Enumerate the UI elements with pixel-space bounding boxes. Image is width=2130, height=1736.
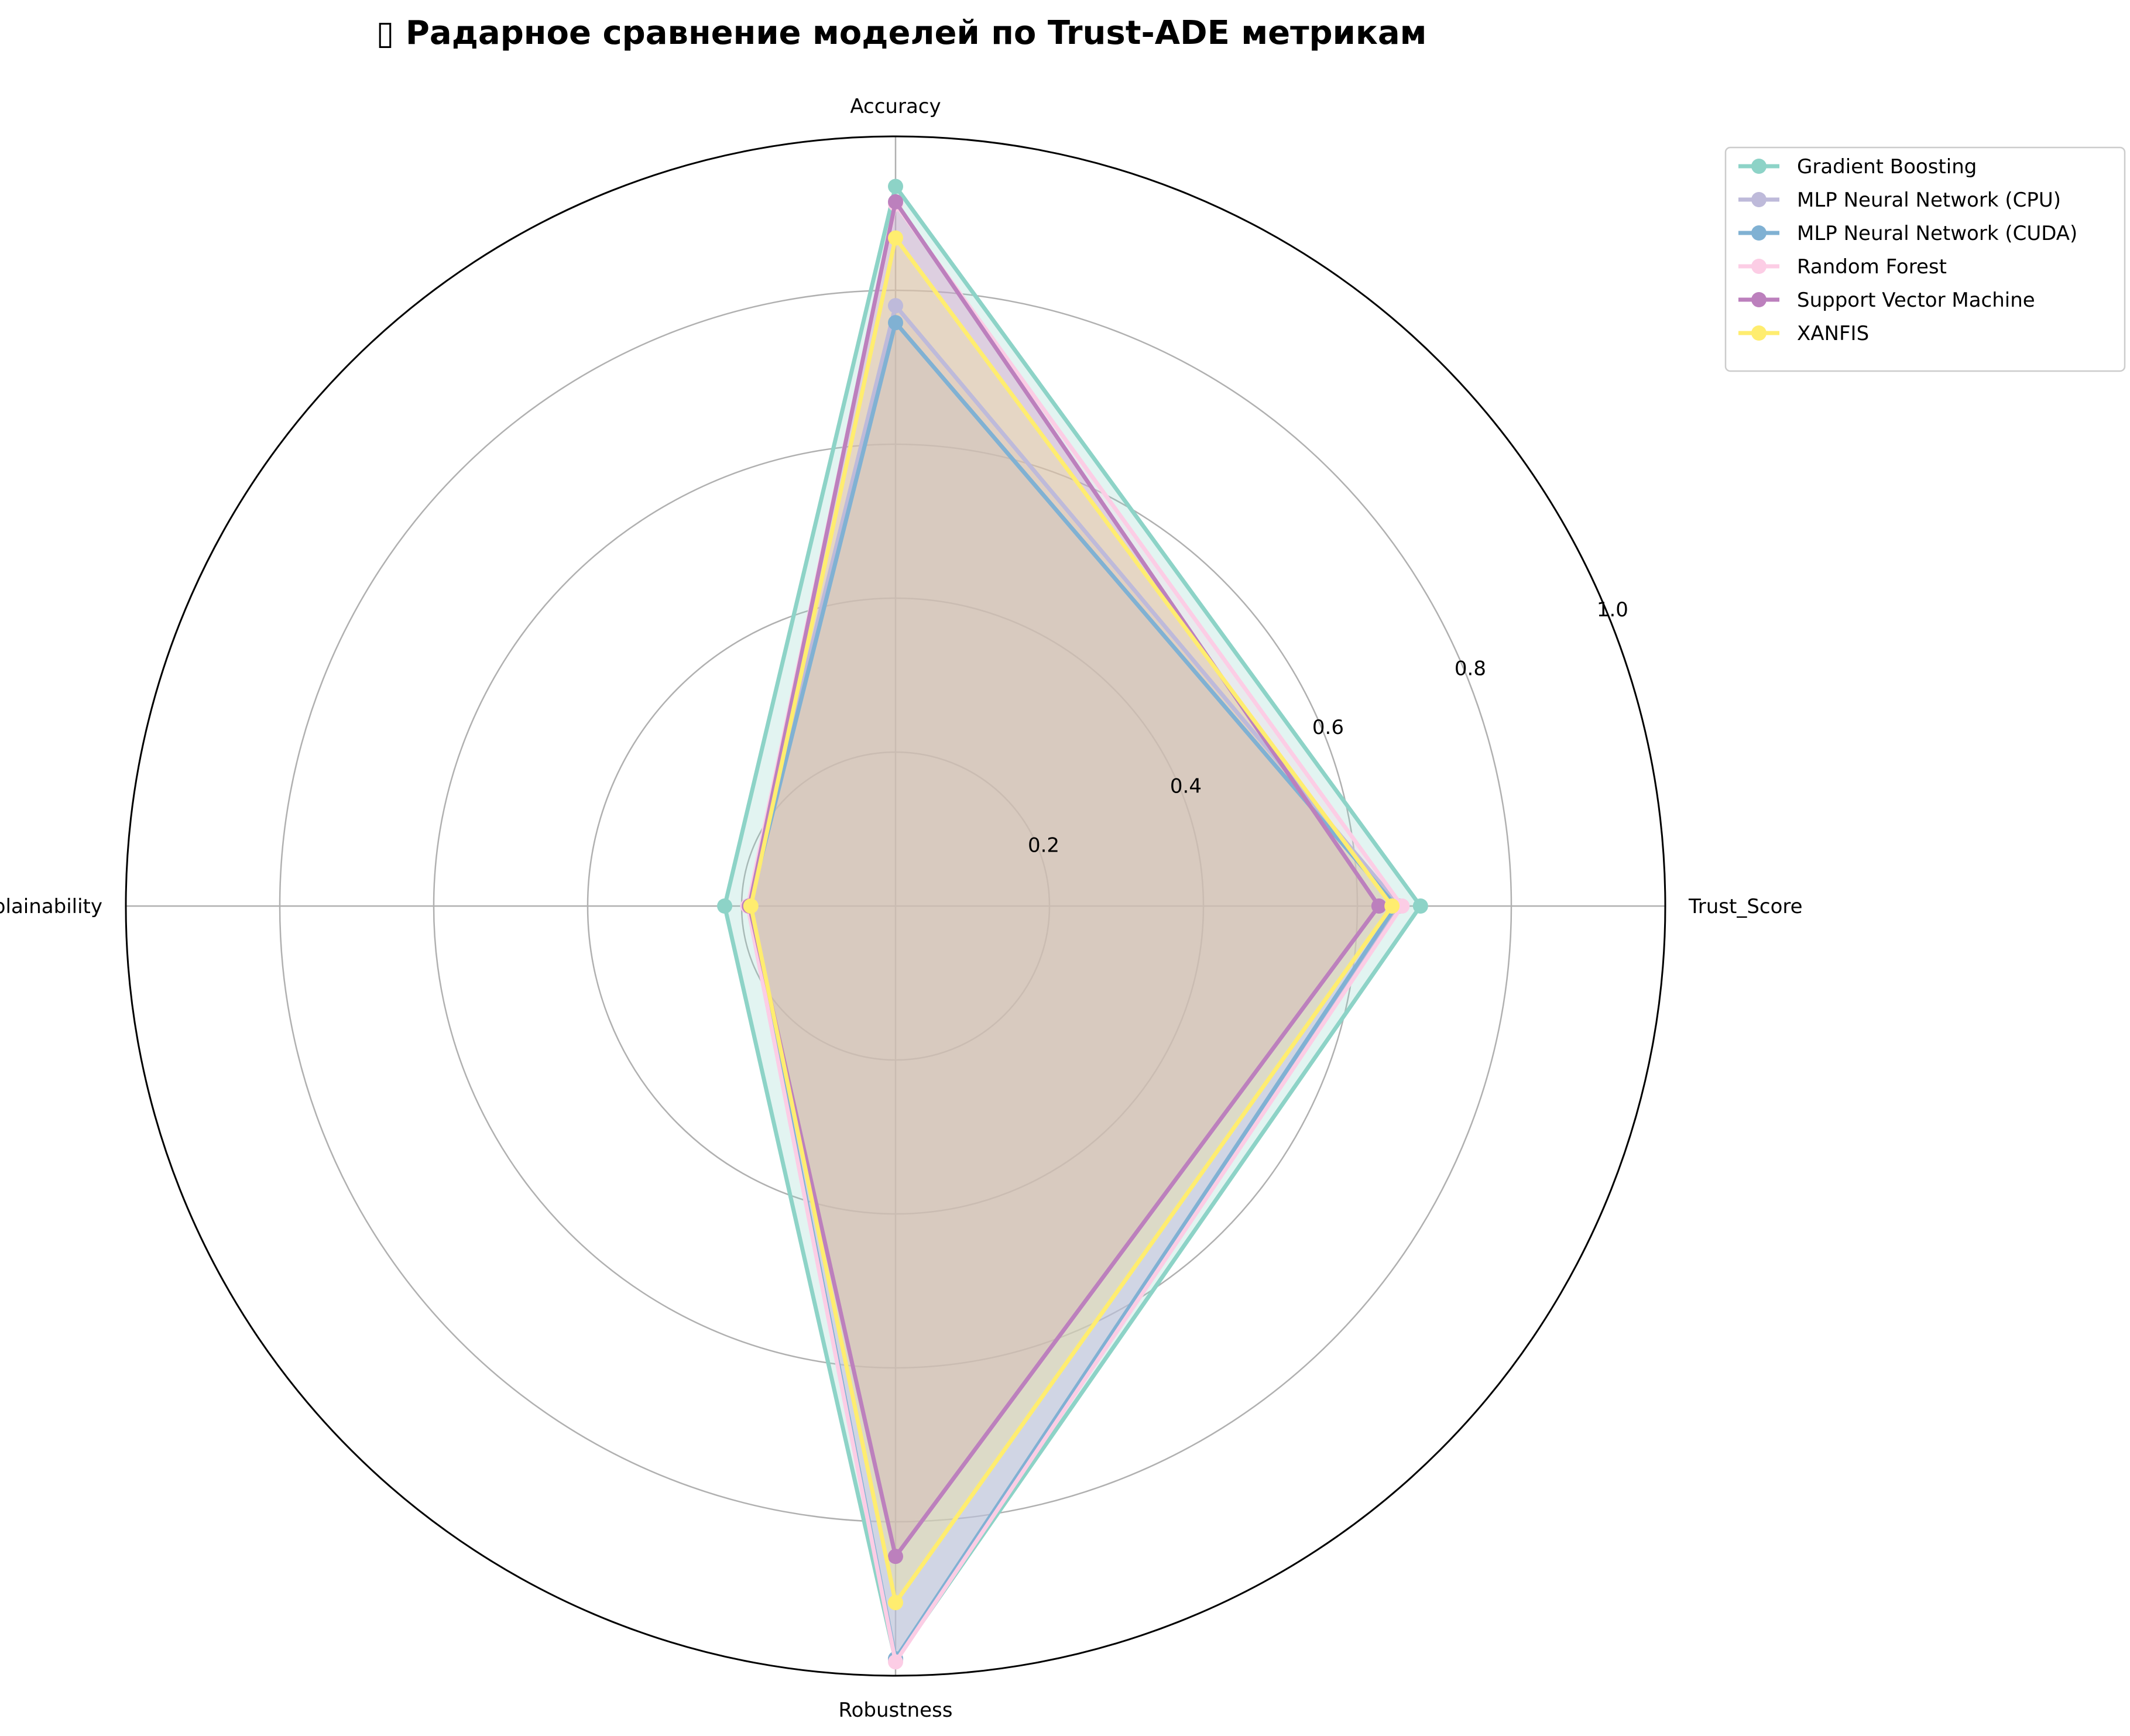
radar-series [717, 179, 1428, 1670]
legend-item-gradient-boosting: Gradient Boosting [1738, 155, 1977, 179]
series-fill-gradient-boosting [725, 186, 1421, 1660]
chart-title: ▯ Радарное сравнение моделей по Trust-AD… [376, 14, 1427, 52]
legend-item-mlp-neural-network-cuda: MLP Neural Network (CUDA) [1738, 222, 2077, 245]
legend-label: Random Forest [1797, 255, 1947, 279]
legend-label: Support Vector Machine [1797, 289, 2035, 312]
legend-swatch-marker [1751, 292, 1767, 307]
series-fill-mlp-neural-network-cpu [747, 306, 1400, 1659]
axis-labels: Accuracy Trust_Score Robustness Explainabil… [0, 95, 1803, 1722]
series-fill-random-forest [747, 204, 1402, 1662]
series-fill-xanfis [750, 238, 1392, 1603]
legend-item-mlp-neural-network-cpu: MLP Neural Network (CPU) [1738, 188, 2061, 212]
legend-label: MLP Neural Network (CPU) [1797, 188, 2061, 212]
polar-frame [125, 135, 1666, 1677]
legend-label: MLP Neural Network (CUDA) [1797, 222, 2077, 245]
axis-label-trust-score: Trust_Score [1688, 895, 1803, 918]
legend-item-support-vector-machine: Support Vector Machine [1738, 289, 2035, 312]
point-support-vector-machine-accuracy [888, 194, 903, 210]
radial-tick-labels: 0.2 0.4 0.6 0.8 1.0 [1028, 598, 1628, 857]
point-xanfis-accuracy [888, 230, 903, 246]
point-xanfis-robustness [888, 1595, 903, 1611]
legend-swatch-marker [1751, 225, 1767, 241]
legend-label: Gradient Boosting [1797, 155, 1977, 179]
point-mlp-neural-network-cpu-accuracy [888, 298, 903, 314]
point-gradient-boosting-explainability [717, 898, 733, 914]
point-random-forest-robustness [888, 1654, 903, 1670]
series-fill-support-vector-machine [749, 201, 1379, 1557]
point-support-vector-machine-robustness [888, 1549, 903, 1565]
point-support-vector-machine-trust-score [1371, 898, 1387, 914]
axis-label-robustness: Robustness [839, 1699, 953, 1722]
r-tick-label-3: 0.8 [1455, 657, 1486, 680]
series-fill-mlp-neural-network-cuda [749, 323, 1396, 1659]
point-mlp-neural-network-cuda-accuracy [888, 315, 903, 331]
legend-swatch-marker [1751, 325, 1767, 341]
legend-item-xanfis: XANFIS [1738, 322, 1869, 345]
point-xanfis-trust-score [1384, 898, 1400, 914]
legend: Gradient Boosting MLP Neural Network (CPU… [1724, 146, 2126, 372]
legend-label: XANFIS [1797, 322, 1869, 345]
point-gradient-boosting-accuracy [888, 179, 903, 194]
axis-label-accuracy: Accuracy [850, 95, 941, 118]
r-tick-label-1: 0.4 [1170, 775, 1202, 798]
r-tick-label-0: 0.2 [1028, 833, 1059, 857]
legend-swatch-marker [1751, 259, 1767, 274]
legend-box [1724, 146, 2126, 372]
axis-label-explainability: Explainability [0, 895, 102, 918]
r-tick-label-2: 0.6 [1312, 716, 1344, 739]
r-tick-label-4: 1.0 [1597, 598, 1628, 622]
radar-grid [125, 135, 1666, 1677]
point-gradient-boosting-trust-score [1412, 898, 1428, 914]
legend-item-random-forest: Random Forest [1738, 255, 1947, 279]
legend-swatch-marker [1751, 192, 1767, 207]
point-xanfis-explainability [743, 898, 759, 914]
legend-swatch-marker [1751, 159, 1767, 174]
